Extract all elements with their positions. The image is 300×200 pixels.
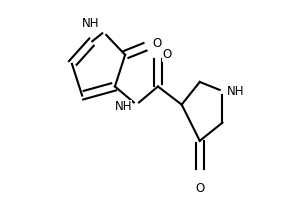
Text: O: O	[195, 182, 204, 195]
Text: NH: NH	[114, 100, 132, 113]
Text: O: O	[152, 37, 161, 50]
Text: NH: NH	[227, 85, 244, 98]
Text: NH: NH	[82, 17, 99, 30]
Text: O: O	[162, 48, 172, 61]
